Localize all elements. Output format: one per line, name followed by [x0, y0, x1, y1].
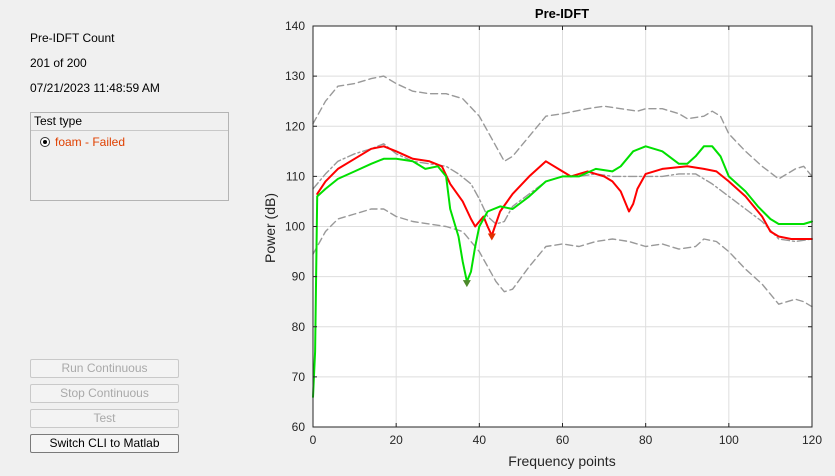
- test-type-panel-title: Test type: [31, 113, 228, 131]
- minimum-marker: [487, 233, 496, 241]
- status-title: Pre-IDFT Count: [30, 31, 115, 45]
- x-tick-label: 100: [719, 433, 739, 447]
- chart-title: Pre-IDFT: [535, 6, 589, 21]
- y-tick-label: 100: [285, 220, 305, 234]
- y-tick-label: 130: [285, 69, 305, 83]
- status-timestamp: 07/21/2023 11:48:59 AM: [30, 81, 160, 95]
- y-tick-label: 60: [292, 420, 306, 434]
- x-tick-label: 40: [473, 433, 487, 447]
- bound-line: [312, 75, 813, 180]
- series-lines: [312, 75, 813, 398]
- y-tick-label: 120: [285, 119, 305, 133]
- y-tick-label: 110: [286, 169, 305, 183]
- y-axis-label: Power (dB): [262, 193, 278, 263]
- series-line: [316, 145, 813, 240]
- test-button[interactable]: Test: [30, 409, 179, 428]
- switch-cli-button[interactable]: Switch CLI to Matlab: [30, 434, 179, 453]
- x-tick-label: 20: [389, 433, 403, 447]
- x-tick-label: 120: [802, 433, 822, 447]
- test-type-panel: Test type foam - Failed: [30, 112, 229, 201]
- x-tick-label: 80: [639, 433, 653, 447]
- x-axis-label: Frequency points: [508, 453, 615, 469]
- minimum-marker: [462, 280, 471, 288]
- series-line: [312, 145, 813, 398]
- run-continuous-button[interactable]: Run Continuous: [30, 359, 179, 378]
- bound-line: [312, 208, 813, 308]
- markers: [462, 233, 496, 288]
- y-tick-label: 90: [292, 270, 306, 284]
- x-tick-label: 60: [556, 433, 570, 447]
- stop-continuous-button[interactable]: Stop Continuous: [30, 384, 179, 403]
- radio-option-label: foam - Failed: [55, 135, 126, 149]
- radio-option-foam[interactable]: foam - Failed: [40, 135, 125, 149]
- y-tick-label: 70: [292, 370, 306, 384]
- status-count: 201 of 200: [30, 56, 87, 70]
- tick-labels: 0 20 40 60 80 100 120 60 70 80 90 100 110 120 130 140: [285, 19, 822, 447]
- radio-button-selected-icon[interactable]: [40, 137, 50, 147]
- y-tick-label: 140: [285, 19, 305, 33]
- x-tick-label: 0: [310, 433, 317, 447]
- y-tick-label: 80: [292, 320, 306, 334]
